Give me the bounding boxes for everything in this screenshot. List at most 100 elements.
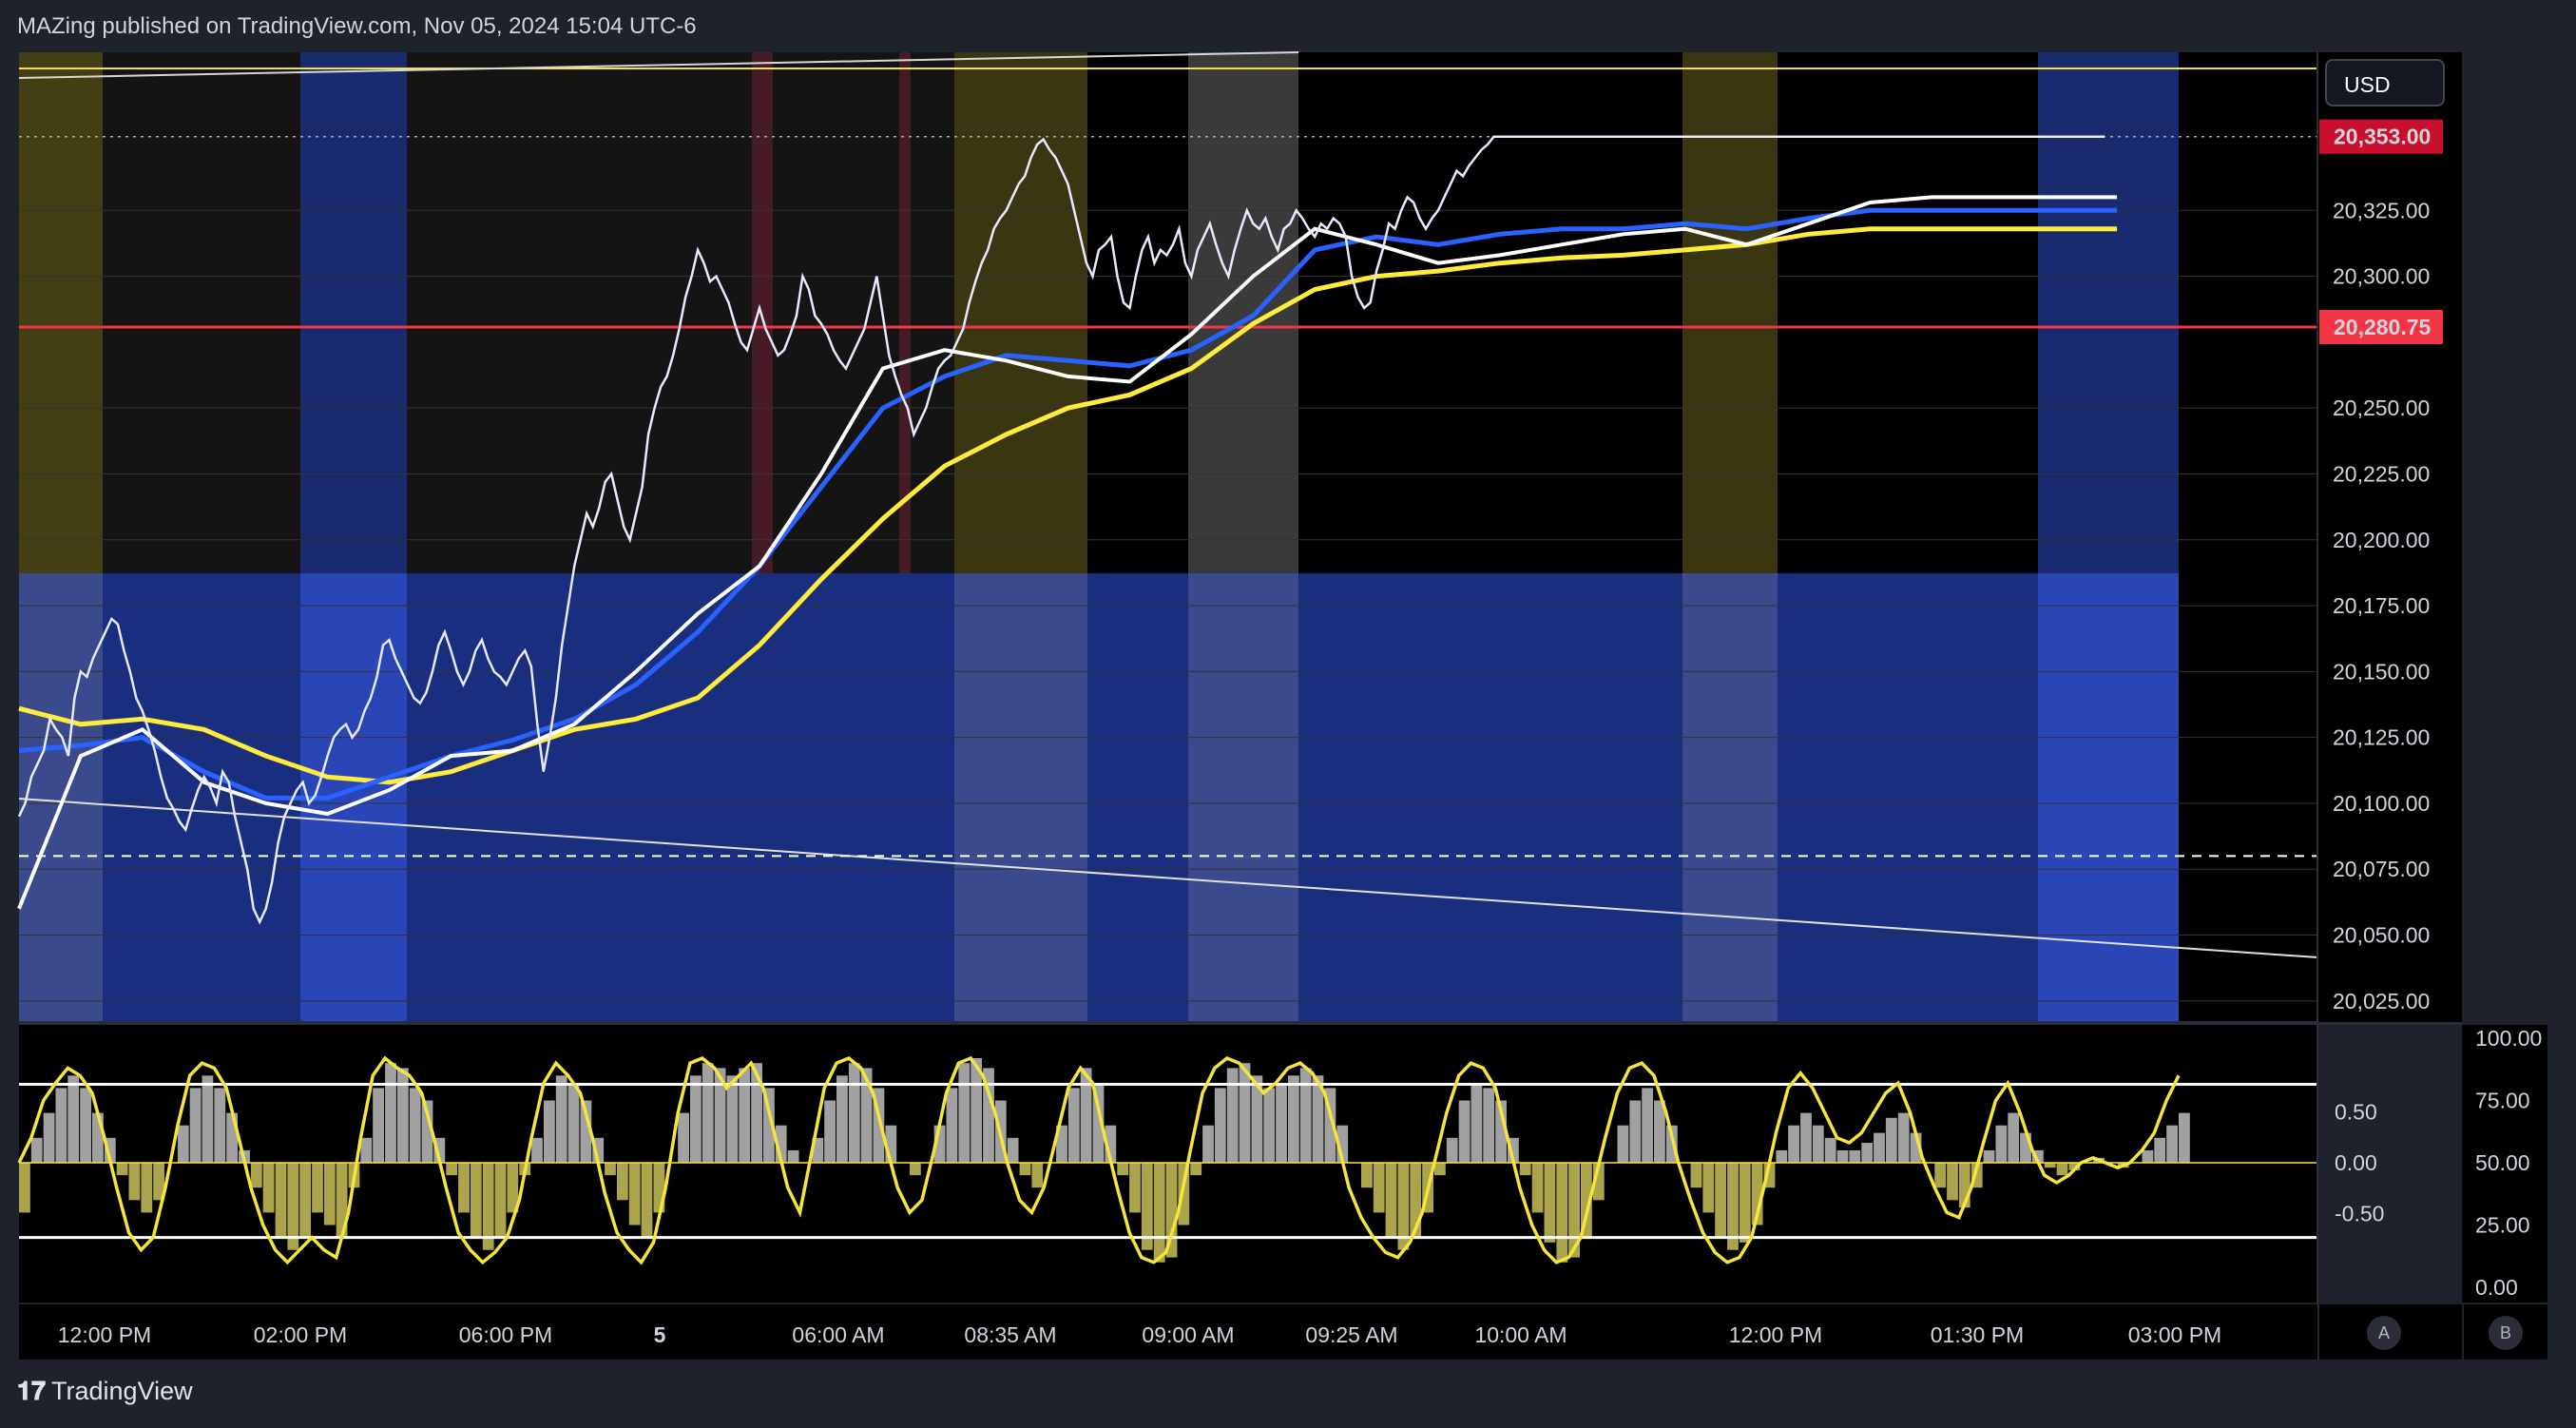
currency-button[interactable]: USD (2325, 59, 2445, 106)
histogram-bar (323, 1163, 336, 1225)
histogram-bar (1885, 1117, 1897, 1163)
histogram-bar (580, 1100, 592, 1163)
histogram-bar (1092, 1083, 1105, 1163)
histogram-bar (2166, 1125, 2178, 1163)
oscillator-line (17, 1055, 2181, 1265)
histogram-bar (1508, 1137, 1519, 1163)
b-scale-button[interactable]: B (2489, 1316, 2523, 1350)
tradingview-logo-icon: 𝟏𝟕 (17, 1377, 47, 1405)
histogram-bar (250, 1163, 262, 1188)
histogram-bar (1824, 1137, 1836, 1163)
histogram-bar (1117, 1163, 1129, 1176)
price-tick-label: 20,325.00 (2333, 198, 2430, 222)
histogram-bar (2142, 1149, 2154, 1163)
time-axis[interactable] (19, 1304, 2317, 1360)
price-tick-label: 20,025.00 (2333, 989, 2430, 1013)
price-tick-label: 20,100.00 (2333, 791, 2430, 816)
histogram-bar (92, 1112, 104, 1163)
price-line (17, 135, 2105, 925)
histogram-bar (1702, 1163, 1715, 1213)
histogram-bar (189, 1088, 202, 1163)
osc-right-tick: 100.00 (2475, 1026, 2542, 1051)
histogram-bar (360, 1137, 373, 1163)
histogram-bar (812, 1137, 824, 1163)
time-tick-label: 03:00 PM (2128, 1322, 2221, 1347)
osc-axis-labels: 0.50 0.00 -0.50 100.00 75.00 50.00 25.00 0.00 (2335, 1026, 2542, 1300)
histogram-bar (1336, 1125, 1349, 1163)
histogram-bar (1299, 1068, 1312, 1163)
histogram-bar (873, 1088, 885, 1163)
histogram-bar (1226, 1068, 1239, 1163)
histogram-bar (262, 1163, 275, 1213)
time-tick-label: 08:35 AM (964, 1322, 1056, 1347)
histogram-bar (275, 1163, 287, 1238)
last-price-badge-text: 20,353.00 (2334, 125, 2431, 149)
session-shading (19, 52, 2317, 1022)
histogram-bar (470, 1163, 482, 1238)
histogram-bar (116, 1163, 128, 1176)
histogram-bar (1617, 1125, 1629, 1163)
histogram-bar (946, 1088, 958, 1163)
time-tick-label: 5 (654, 1322, 666, 1347)
histogram-bar (1080, 1068, 1092, 1163)
histogram-bar (1056, 1125, 1067, 1163)
histogram-bar (1410, 1163, 1422, 1238)
histogram-bar (1129, 1163, 1141, 1213)
osc-left-tick: -0.50 (2335, 1202, 2384, 1226)
osc-right-tick: 50.00 (2475, 1150, 2530, 1175)
histogram-bar (824, 1100, 836, 1163)
histogram-bar (1471, 1083, 1483, 1163)
histogram-bar (2068, 1163, 2081, 1170)
histogram-bar (446, 1163, 458, 1176)
histogram-bar (1654, 1100, 1665, 1163)
ema-mid-line (18, 207, 2118, 801)
price-tick-label: 20,250.00 (2333, 396, 2430, 420)
histogram-bar (763, 1088, 775, 1163)
histogram-bar (617, 1163, 628, 1201)
histogram-bar (641, 1163, 653, 1238)
histogram-bar (67, 1075, 80, 1163)
histogram-bar (702, 1063, 714, 1163)
time-tick-label: 12:00 PM (1729, 1322, 1822, 1347)
ema-slow-line (18, 226, 2118, 785)
histogram-bar (336, 1163, 348, 1238)
histogram-bar (1251, 1075, 1263, 1163)
histogram-bar (1642, 1088, 1653, 1163)
histogram-bar (1812, 1125, 1824, 1163)
price-tick-label: 20,075.00 (2333, 857, 2430, 881)
footer-brand: 𝟏𝟕 TradingView (17, 1377, 193, 1407)
histogram-bar (2154, 1137, 2166, 1163)
histogram-bar (910, 1163, 921, 1176)
histogram-bar (531, 1137, 543, 1163)
osc-right-tick: 25.00 (2475, 1213, 2530, 1238)
histogram-bar (1690, 1163, 1702, 1188)
histogram-bar (1995, 1125, 2008, 1163)
histogram-bar (177, 1125, 189, 1163)
histogram-bar (1544, 1163, 1556, 1243)
histogram-bar (1165, 1163, 1178, 1258)
histogram-bar (1592, 1163, 1605, 1201)
histogram-bar (2056, 1163, 2068, 1176)
osc-right-axis[interactable] (2462, 1025, 2547, 1303)
histogram-bar (555, 1075, 567, 1163)
time-tick-label: 10:00 AM (1474, 1322, 1567, 1347)
auto-scale-button[interactable]: A (2367, 1316, 2401, 1350)
histogram-bar (1836, 1149, 1849, 1163)
price-tick-label: 20,125.00 (2333, 725, 2430, 750)
histogram-bar (385, 1063, 396, 1163)
histogram-bar (19, 1163, 30, 1213)
histogram-bar (373, 1088, 384, 1163)
histogram-bar (1153, 1163, 1165, 1263)
upper-trendline (18, 51, 1299, 79)
price-axis[interactable] (2317, 52, 2462, 1022)
histogram-bar (983, 1068, 994, 1163)
histogram-bar (1519, 1163, 1531, 1176)
histogram-bar (153, 1163, 164, 1201)
histogram-bar (1568, 1163, 1580, 1258)
histogram-bar (1727, 1163, 1739, 1250)
histogram-bar (690, 1075, 702, 1163)
histogram-bar (1373, 1163, 1385, 1213)
histogram-bar (1276, 1083, 1287, 1163)
time-tick-label: 01:30 PM (1931, 1322, 2024, 1347)
